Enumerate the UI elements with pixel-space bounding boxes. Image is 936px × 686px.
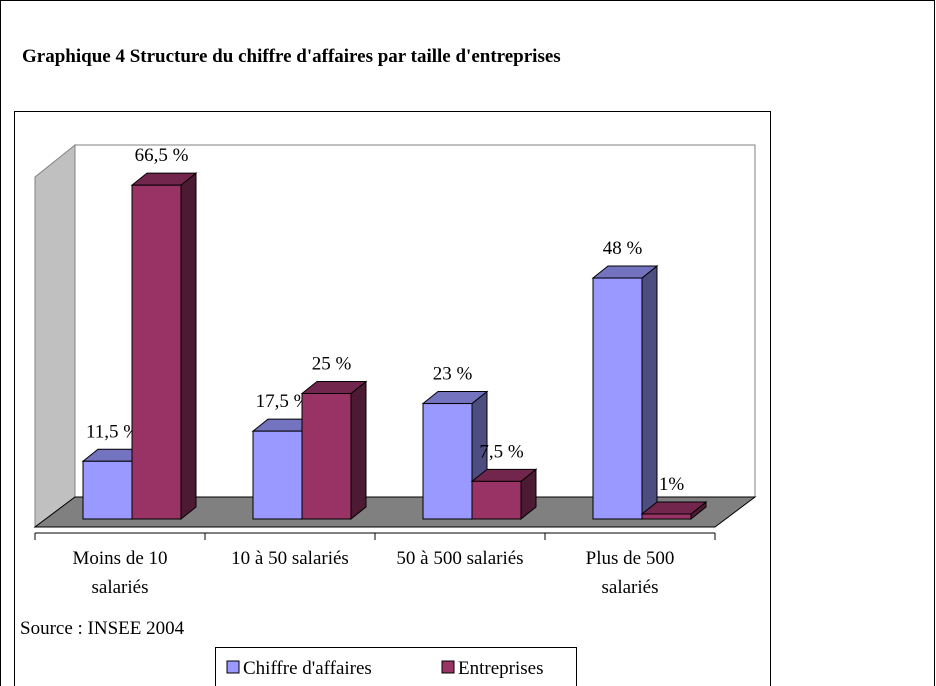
source: Source : INSEE 2004 <box>20 618 185 639</box>
x-tick-label: Moins de 10 salariés <box>72 548 168 598</box>
bar <box>131 184 182 520</box>
side-wall <box>34 143 76 528</box>
x-tick-label: 10 à 50 salariés <box>231 548 349 569</box>
bar <box>422 403 473 520</box>
bar <box>641 513 692 520</box>
legend <box>215 647 577 686</box>
chart-title: Graphique 4 Structure du chiffre d'affai… <box>22 46 561 67</box>
bar-side <box>641 264 658 521</box>
plot-frame <box>14 111 771 686</box>
legend-label: Entreprises <box>458 658 543 679</box>
legend-swatch <box>441 660 455 674</box>
bar <box>592 277 643 520</box>
value-label: 48 % <box>603 238 643 259</box>
value-label: 17,5 % <box>256 391 310 412</box>
value-label: 66,5 % <box>135 145 189 166</box>
value-label: 23 % <box>433 364 473 385</box>
bar <box>301 393 352 520</box>
bar-side <box>180 172 197 521</box>
floor <box>33 496 757 528</box>
bar-side <box>350 380 367 521</box>
bar <box>252 430 303 520</box>
x-tick-label: Plus de 500 salariés <box>585 548 675 598</box>
legend-label: Chiffre d'affaires <box>243 658 372 679</box>
x-tick-label: 50 à 500 salariés <box>396 548 524 569</box>
value-label: 7,5 % <box>479 441 524 462</box>
bar <box>471 480 522 520</box>
value-label: 25 % <box>312 354 352 375</box>
legend-swatch <box>226 660 240 674</box>
bar <box>82 460 133 520</box>
value-label: 11,5 % <box>86 421 139 442</box>
value-label: 1% <box>659 474 685 495</box>
